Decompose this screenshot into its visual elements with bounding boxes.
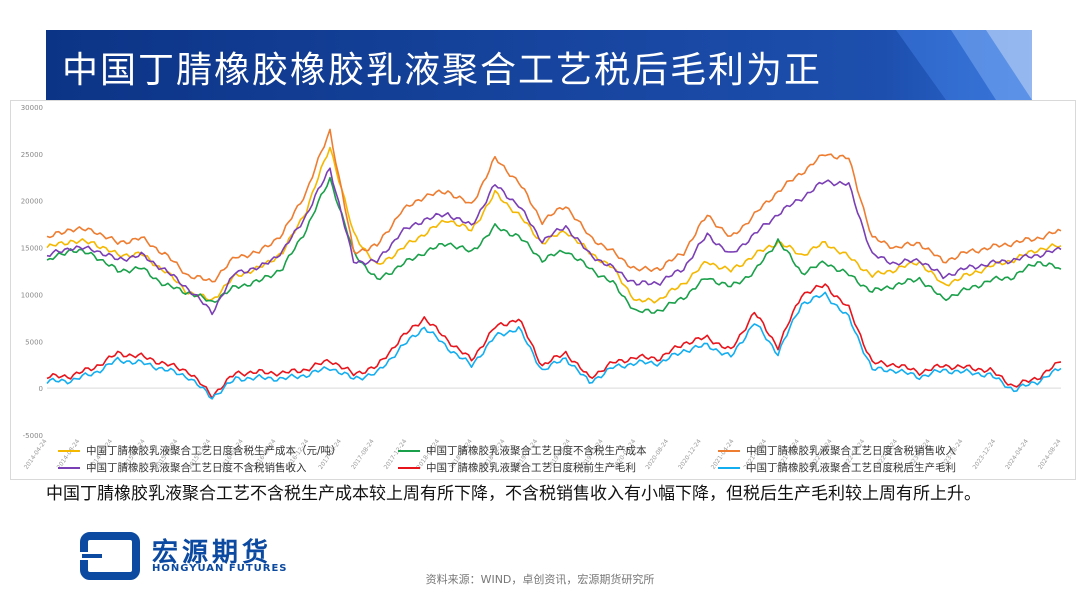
series-line-6 bbox=[46, 291, 1062, 400]
logo-text-en: HONGYUAN FUTURES bbox=[152, 563, 288, 574]
x-tick-label: 2024-08-24 bbox=[1037, 438, 1063, 471]
x-tick-label: 2020-12-24 bbox=[677, 438, 703, 471]
hongyuan-logo-icon bbox=[80, 532, 140, 580]
legend-label: 中国丁腈橡胶乳液聚合工艺日度税前生产毛利 bbox=[426, 462, 636, 474]
legend-swatch bbox=[398, 450, 420, 452]
series-line-1 bbox=[46, 146, 1062, 304]
y-tick-label: 25000 bbox=[21, 151, 43, 159]
legend-item: 中国丁腈橡胶乳液聚合工艺日度不含税生产成本 bbox=[398, 443, 647, 459]
series-line-2 bbox=[46, 176, 1062, 314]
commentary-text: 中国丁腈橡胶乳液聚合工艺不含税生产成本较上周有所下降，不含税销售收入有小幅下降，… bbox=[46, 484, 981, 504]
legend-item: 中国丁腈橡胶乳液聚合工艺日度不含税销售收入 bbox=[58, 460, 307, 476]
x-tick-label: 2017-08-24 bbox=[350, 438, 376, 471]
x-tick-label: 2024-04-24 bbox=[1004, 438, 1030, 471]
legend-swatch bbox=[398, 467, 420, 469]
legend-label: 中国丁腈橡胶乳液聚合工艺日度不含税生产成本 bbox=[426, 445, 647, 457]
legend-swatch bbox=[718, 450, 740, 452]
series-line-3 bbox=[46, 128, 1062, 283]
legend-item: 中国丁腈橡胶乳液聚合工艺日度税后生产毛利 bbox=[718, 460, 956, 476]
y-tick-label: 30000 bbox=[21, 104, 43, 112]
series-line-4 bbox=[46, 167, 1062, 316]
y-tick-label: 20000 bbox=[21, 198, 43, 206]
y-tick-label: -5000 bbox=[23, 432, 43, 440]
legend-item: 中国丁腈橡胶乳液聚合工艺日度含税生产成本（元/吨） bbox=[58, 443, 342, 459]
legend-swatch bbox=[718, 467, 740, 469]
legend-swatch bbox=[58, 450, 80, 452]
legend-swatch bbox=[58, 467, 80, 469]
legend-item: 中国丁腈橡胶乳液聚合工艺日度含税销售收入 bbox=[718, 443, 956, 459]
page-title: 中国丁腈橡胶橡胶乳液聚合工艺税后毛利为正 bbox=[62, 50, 823, 91]
title-banner: 中国丁腈橡胶橡胶乳液聚合工艺税后毛利为正 bbox=[46, 30, 1032, 100]
source-note: 资料来源：WIND，卓创资讯，宏源期货研究所 bbox=[425, 573, 655, 586]
logo-text-cn: 宏源期货 bbox=[152, 538, 273, 568]
chart-svg: -5000 0 5000 10000 15000 20000 25000 30000 2014-… bbox=[21, 104, 1063, 471]
chart-area: -5000 0 5000 10000 15000 20000 25000 30000 2014-… bbox=[10, 100, 1076, 480]
legend-label: 中国丁腈橡胶乳液聚合工艺日度含税生产成本（元/吨） bbox=[86, 445, 342, 457]
company-logo: 宏源期货 HONGYUAN FUTURES bbox=[80, 530, 310, 580]
legend-label: 中国丁腈橡胶乳液聚合工艺日度含税销售收入 bbox=[746, 445, 956, 457]
x-tick-label: 2014-04-24 bbox=[23, 438, 49, 471]
series-line-5 bbox=[46, 283, 1062, 400]
legend-label: 中国丁腈橡胶乳液聚合工艺日度不含税销售收入 bbox=[86, 462, 307, 474]
legend-item: 中国丁腈橡胶乳液聚合工艺日度税前生产毛利 bbox=[398, 460, 636, 476]
legend-label: 中国丁腈橡胶乳液聚合工艺日度税后生产毛利 bbox=[746, 462, 956, 474]
x-tick-label: 2023-12-24 bbox=[971, 438, 997, 471]
x-tick-label: 2020-08-24 bbox=[644, 438, 670, 471]
y-tick-label: 15000 bbox=[21, 245, 43, 253]
y-tick-label: 0 bbox=[39, 385, 43, 393]
y-tick-label: 5000 bbox=[25, 338, 43, 346]
banner-background bbox=[46, 30, 1032, 100]
y-tick-label: 10000 bbox=[21, 291, 43, 299]
